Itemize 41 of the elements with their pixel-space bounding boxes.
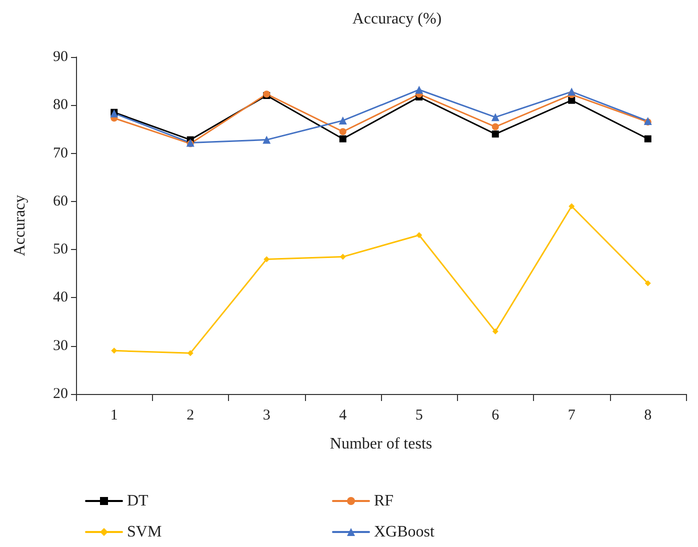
y-tick-label: 70 [53, 145, 68, 162]
point [568, 96, 576, 104]
y-tick-label: 90 [53, 49, 68, 65]
y-tick-label: 30 [53, 338, 68, 354]
point [264, 256, 270, 262]
point [262, 136, 271, 144]
point [338, 116, 347, 125]
x-axis-title: Number of tests [330, 436, 432, 452]
x-tick-label: 4 [339, 408, 348, 424]
point [492, 123, 499, 130]
point [568, 88, 576, 96]
point [644, 280, 651, 286]
y-tick-label: 80 [53, 97, 68, 114]
legend-label: RF [374, 492, 394, 510]
y-tick-label: 50 [53, 242, 68, 258]
y-tick-label: 60 [53, 193, 68, 210]
point [644, 135, 652, 142]
legend-label: XGBoost [374, 524, 436, 540]
y-axis-title: Accuracy [12, 194, 28, 256]
point [187, 350, 194, 356]
point [415, 86, 424, 94]
legend-label: DT [127, 492, 149, 510]
x-tick-label: 2 [186, 408, 194, 424]
point [492, 328, 498, 334]
point [339, 135, 346, 142]
point [416, 232, 422, 238]
x-tick-label: 8 [644, 408, 652, 424]
point [491, 113, 500, 122]
y-tick-label: 20 [53, 386, 68, 402]
x-tick-label: 7 [568, 408, 576, 424]
chart-title: Accuracy (%) [352, 10, 442, 28]
point [340, 254, 346, 260]
legend-label: SVM [127, 524, 162, 540]
point [568, 203, 575, 210]
x-tick-label: 3 [262, 408, 270, 424]
point [492, 130, 499, 138]
point [339, 128, 346, 136]
x-tick-label: 6 [492, 408, 500, 424]
y-tick-label: 40 [53, 290, 68, 306]
x-tick-label: 5 [415, 408, 423, 424]
x-tick-label: 1 [110, 408, 118, 424]
